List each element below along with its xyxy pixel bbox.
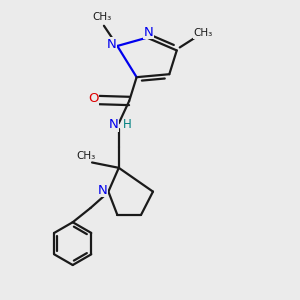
Text: O: O [88,92,99,105]
Text: H: H [123,118,132,131]
Text: N: N [107,38,117,51]
Text: N: N [109,118,118,131]
Text: CH₃: CH₃ [76,151,96,161]
Text: N: N [98,184,107,196]
Text: N: N [144,26,153,39]
Text: CH₃: CH₃ [194,28,213,38]
Text: CH₃: CH₃ [93,12,112,22]
